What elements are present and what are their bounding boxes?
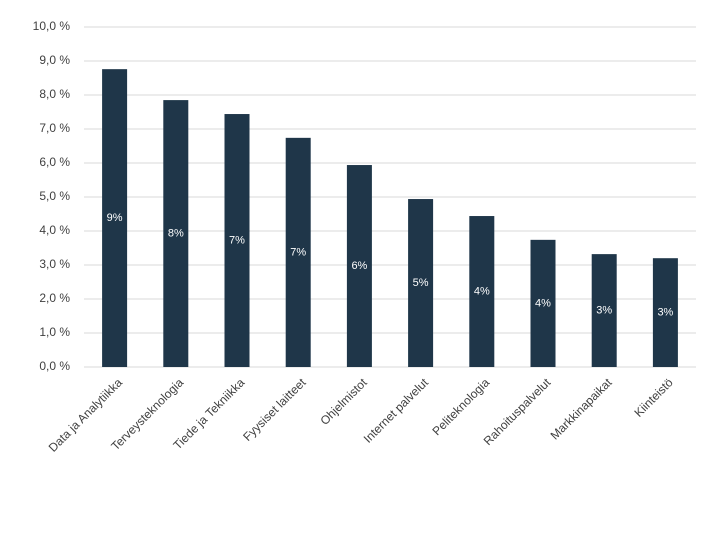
x-tick-label: Kiinteistö (631, 375, 676, 420)
y-tick-label: 4,0 % (39, 223, 70, 237)
y-tick-label: 6,0 % (39, 155, 70, 169)
value-label: 9% (107, 212, 123, 224)
y-tick-label: 3,0 % (39, 257, 70, 271)
bar (285, 137, 311, 367)
bar (163, 100, 189, 367)
value-label: 7% (290, 246, 306, 258)
y-tick-label: 8,0 % (39, 87, 70, 101)
y-tick-label: 10,0 % (33, 19, 71, 33)
bar (224, 114, 250, 367)
y-tick-label: 9,0 % (39, 53, 70, 67)
x-tick-label: Fyysiset laitteet (240, 375, 309, 444)
value-label: 8% (168, 227, 184, 239)
y-tick-label: 2,0 % (39, 291, 70, 305)
bar (102, 69, 128, 367)
y-tick-label: 7,0 % (39, 121, 70, 135)
value-label: 4% (474, 285, 490, 297)
bar (591, 254, 617, 367)
x-tick-label: Peliteknologia (429, 375, 492, 438)
value-label: 5% (413, 277, 429, 289)
value-label: 3% (596, 304, 612, 316)
bar (408, 199, 434, 367)
y-tick-label: 0,0 % (39, 359, 70, 373)
value-label: 7% (229, 234, 245, 246)
bar (652, 258, 678, 367)
value-label: 6% (351, 260, 367, 272)
bar (469, 216, 495, 367)
x-tick-label: Rahoituspalvelut (481, 375, 554, 448)
x-tick-label: Ohjelmistot (317, 375, 370, 428)
x-tick-label: Markkinapaikat (548, 375, 615, 442)
bar (530, 239, 556, 367)
y-tick-label: 5,0 % (39, 189, 70, 203)
bar (346, 165, 372, 367)
value-label: 4% (535, 297, 551, 309)
value-label: 3% (657, 307, 673, 319)
y-tick-label: 1,0 % (39, 325, 70, 339)
x-tick-label: Internet palvelut (361, 375, 432, 446)
